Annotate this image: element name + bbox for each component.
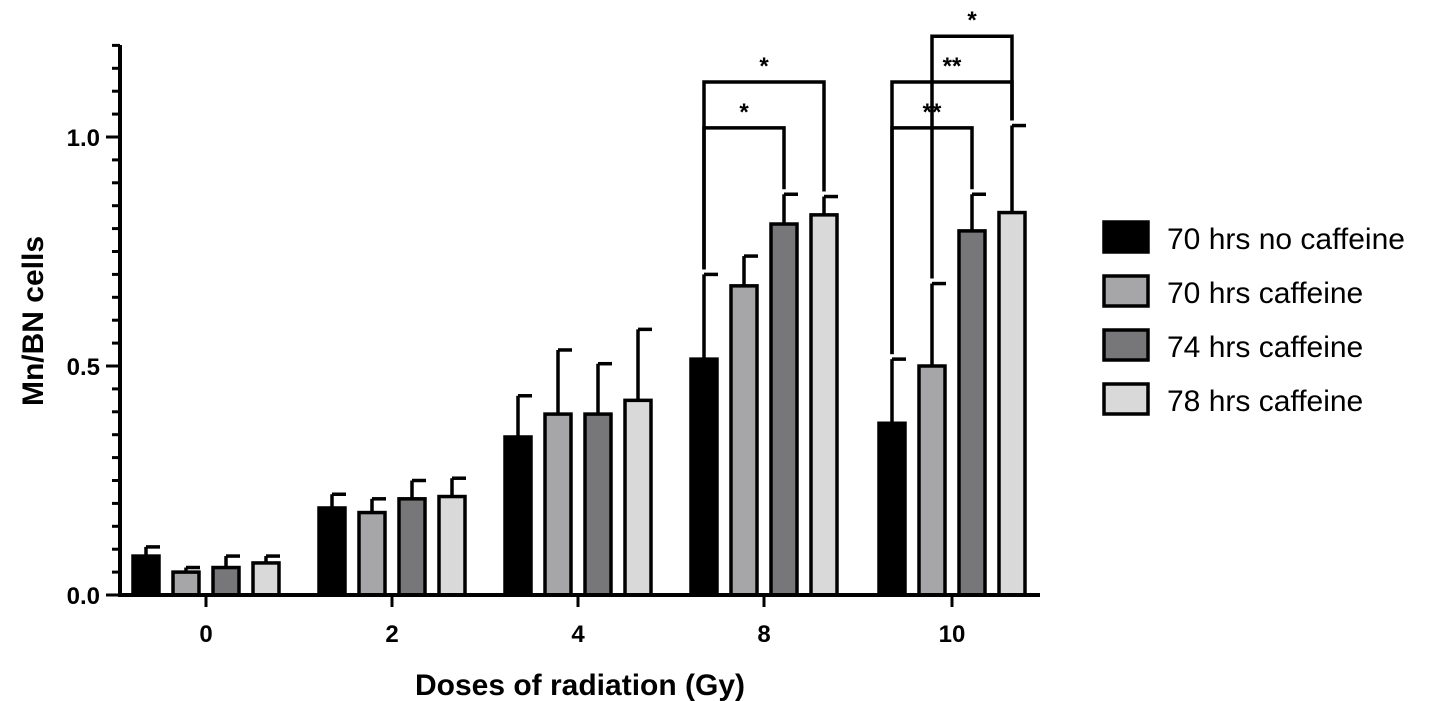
significance-label: ** bbox=[943, 53, 962, 80]
legend-label: 78 hrs caffeine bbox=[1167, 385, 1363, 418]
legend: 70 hrs no caffeine 70 hrs caffeine 74 hrs … bbox=[1102, 220, 1405, 418]
significance-label: * bbox=[759, 53, 769, 80]
bar bbox=[809, 213, 839, 597]
x-tick-label: 4 bbox=[571, 621, 585, 648]
significance-label: * bbox=[739, 99, 749, 126]
legend-swatch bbox=[1102, 328, 1150, 362]
bar bbox=[957, 229, 987, 597]
significance-bracket bbox=[702, 80, 826, 270]
axes-layer bbox=[106, 43, 1040, 607]
x-tick-label: 2 bbox=[385, 621, 398, 648]
x-tick-label: 8 bbox=[757, 621, 770, 648]
bar bbox=[437, 494, 467, 597]
y-tick-label: 0.5 bbox=[67, 354, 100, 381]
bar bbox=[917, 364, 947, 597]
bar bbox=[583, 412, 613, 597]
legend-label: 70 hrs no caffeine bbox=[1167, 223, 1405, 256]
legend-swatch bbox=[1102, 274, 1150, 308]
legend-label: 70 hrs caffeine bbox=[1167, 277, 1363, 310]
significance-bracket bbox=[890, 80, 1014, 355]
bar bbox=[211, 565, 241, 597]
legend-swatch bbox=[1102, 220, 1150, 254]
bar bbox=[689, 357, 719, 597]
bar bbox=[131, 554, 161, 597]
error-bars-layer bbox=[144, 123, 1026, 573]
significance-label: * bbox=[967, 7, 977, 34]
legend-swatch bbox=[1102, 382, 1150, 416]
bar bbox=[729, 284, 759, 597]
significance-bracket bbox=[930, 34, 1014, 279]
legend-label: 74 hrs caffeine bbox=[1167, 331, 1363, 364]
bar bbox=[997, 210, 1027, 597]
x-tick-label: 0 bbox=[199, 621, 212, 648]
bar bbox=[251, 561, 281, 597]
bar bbox=[357, 510, 387, 597]
bar bbox=[171, 570, 201, 597]
x-tick-label: 10 bbox=[939, 621, 966, 648]
bar bbox=[877, 421, 907, 597]
bar bbox=[769, 222, 799, 597]
y-axis-title: Mn/BN cells bbox=[17, 236, 50, 406]
bar bbox=[503, 435, 533, 597]
bar bbox=[543, 412, 573, 597]
bar bbox=[623, 398, 653, 597]
bar bbox=[397, 497, 427, 597]
tick-labels-layer: 0.0 0.5 1.0 0 2 4 8 10 bbox=[67, 125, 966, 648]
y-tick-label: 0.0 bbox=[67, 583, 100, 610]
y-tick-label: 1.0 bbox=[67, 125, 100, 152]
x-axis-title: Doses of radiation (Gy) bbox=[415, 669, 745, 701]
bar bbox=[317, 506, 347, 597]
significance-layer: ******* bbox=[702, 7, 1014, 355]
